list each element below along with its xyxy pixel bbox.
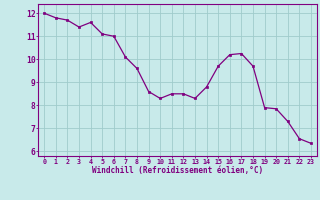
X-axis label: Windchill (Refroidissement éolien,°C): Windchill (Refroidissement éolien,°C) — [92, 166, 263, 175]
